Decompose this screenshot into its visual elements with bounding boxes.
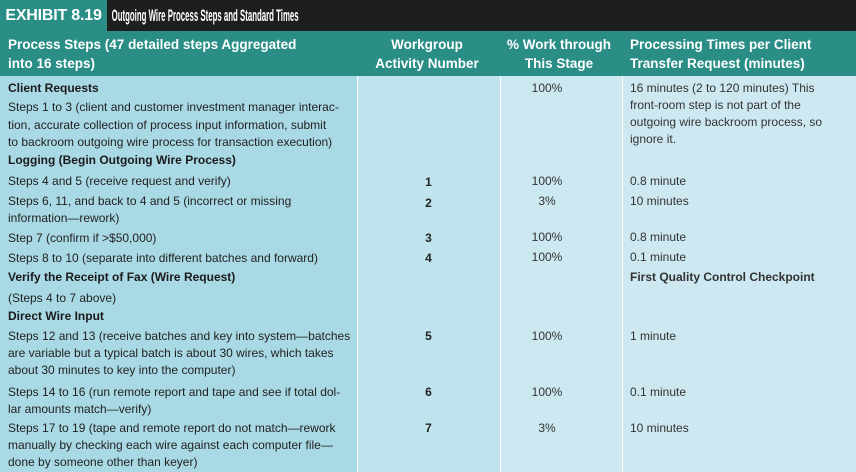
- header-text: Activity Number: [375, 56, 479, 71]
- percent-cell: 100%: [531, 329, 563, 343]
- table-header: Process Steps (47 detailed steps Aggrega…: [0, 31, 856, 76]
- header-text: % Work through: [507, 37, 611, 52]
- header-process-steps: Process Steps (47 detailed steps Aggrega…: [8, 31, 348, 76]
- header-text: into 16 steps): [8, 56, 96, 71]
- step-text: Steps 1 to 3 (client and customer invest…: [8, 100, 339, 114]
- time-cell: 16 minutes (2 to 120 minutes) This: [630, 81, 815, 95]
- step-text: Steps 6, 11, and back to 4 and 5 (incorr…: [8, 194, 292, 208]
- step-text: tion, accurate collection of process inp…: [8, 118, 327, 132]
- activity-number: 2: [425, 196, 432, 210]
- activity-number: 6: [425, 385, 432, 399]
- column-processing-times: [622, 76, 856, 472]
- section-heading: Client Requests: [8, 81, 99, 95]
- percent-cell: 100%: [531, 385, 563, 399]
- step-text: Steps 4 and 5 (receive request and verif…: [8, 174, 231, 188]
- percent-cell: 100%: [531, 174, 563, 188]
- step-text: Step 7 (confirm if >$50,000): [8, 231, 157, 245]
- exhibit-title-bar: EXHIBIT 8.19 Outgoing Wire Process Steps…: [0, 0, 856, 31]
- step-text: about 30 minutes to key into the compute…: [8, 363, 236, 377]
- step-text: Steps 17 to 19 (tape and remote report d…: [8, 421, 336, 435]
- column-process-steps: [0, 76, 357, 472]
- header-activity-number: Workgroup Activity Number: [357, 31, 497, 76]
- header-percent-work: % Work through This Stage: [500, 31, 618, 76]
- percent-cell: 100%: [531, 250, 563, 264]
- time-cell: 1 minute: [630, 329, 677, 343]
- header-text: Transfer Request (minutes): [630, 56, 805, 71]
- exhibit-number: EXHIBIT 8.19: [0, 0, 107, 31]
- percent-cell: 3%: [538, 194, 556, 208]
- percent-cell: 100%: [531, 81, 563, 95]
- column-activity-number: [357, 76, 500, 472]
- step-text: manually by checking each wire against e…: [8, 438, 333, 452]
- exhibit-title: Outgoing Wire Process Steps and Standard…: [111, 5, 299, 25]
- time-cell: front-room step is not part of the: [630, 98, 801, 112]
- time-cell: 0.1 minute: [630, 250, 687, 264]
- step-text: Steps 12 and 13 (receive batches and key…: [8, 329, 351, 343]
- time-cell: ignore it.: [630, 132, 677, 146]
- header-text: Workgroup: [391, 37, 463, 52]
- activity-number: 3: [425, 231, 432, 245]
- time-cell: 0.8 minute: [630, 174, 687, 188]
- checkpoint-note: First Quality Control Checkpoint: [630, 270, 815, 284]
- section-heading: Direct Wire Input: [8, 309, 104, 323]
- activity-number: 7: [425, 421, 432, 435]
- time-cell: 10 minutes: [630, 194, 689, 208]
- step-text: done by someone other than keyer): [8, 455, 198, 469]
- section-heading: Verify the Receipt of Fax (Wire Request): [8, 270, 236, 284]
- activity-number: 4: [425, 251, 432, 265]
- step-text: Steps 14 to 16 (run remote report and ta…: [8, 385, 341, 399]
- step-text: (Steps 4 to 7 above): [8, 291, 117, 305]
- step-text: Steps 8 to 10 (separate into different b…: [8, 251, 318, 265]
- time-cell: 0.1 minute: [630, 385, 687, 399]
- column-divider: [500, 76, 501, 472]
- column-divider: [357, 76, 358, 472]
- column-divider: [622, 76, 623, 472]
- column-percent-work: [500, 76, 622, 472]
- time-cell: outgoing wire backroom process, so: [630, 115, 823, 129]
- time-cell: 0.8 minute: [630, 230, 687, 244]
- header-text: This Stage: [524, 56, 594, 71]
- time-cell: 10 minutes: [630, 421, 689, 435]
- percent-cell: 100%: [531, 230, 563, 244]
- header-processing-times: Processing Times per Client Transfer Req…: [630, 31, 854, 76]
- header-text: Processing Times per Client: [630, 37, 812, 52]
- header-text: Process Steps (47 detailed steps Aggrega…: [8, 37, 297, 52]
- step-text: lar amounts match—verify): [8, 402, 152, 416]
- step-text: to backroom outgoing wire process for tr…: [8, 135, 333, 149]
- activity-number: 1: [425, 175, 432, 189]
- step-text: are variable but a typical batch is abou…: [8, 346, 334, 360]
- activity-number: 5: [425, 329, 432, 343]
- section-heading: Logging (Begin Outgoing Wire Process): [8, 153, 236, 167]
- percent-cell: 3%: [538, 421, 556, 435]
- step-text: information—rework): [8, 211, 120, 225]
